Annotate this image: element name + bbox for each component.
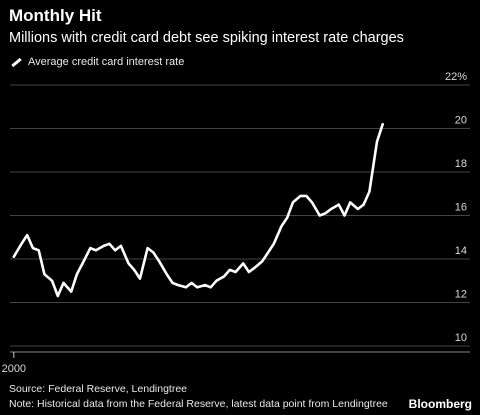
chart-subtitle: Millions with credit card debt see spiki…: [9, 30, 404, 46]
source-note: Source: Federal Reserve, Lendingtree: [9, 383, 188, 395]
y-tick-label: 12: [455, 289, 467, 301]
series-layer: [12, 122, 384, 298]
y-axis-ticks: 10 12 14 16 18 20 22%: [445, 71, 467, 344]
y-tick-label: 22%: [445, 71, 467, 83]
series-line-average-credit-card-interest-rate: [12, 122, 384, 298]
y-tick-label: 10: [455, 332, 467, 344]
grid-lines: [10, 84, 470, 347]
footnote: Note: Historical data from the Federal R…: [9, 398, 388, 410]
bloomberg-logo: Bloomberg: [408, 397, 472, 411]
legend: Average credit card interest rate: [10, 56, 184, 68]
y-tick-label: 14: [455, 245, 467, 257]
y-tick-label: 18: [455, 158, 467, 170]
chart-title: Monthly Hit: [9, 6, 102, 25]
x-tick-label: 2000: [2, 363, 26, 375]
y-tick-label: 20: [455, 115, 467, 127]
legend-label: Average credit card interest rate: [28, 56, 185, 68]
y-tick-label: 16: [455, 202, 467, 214]
x-axis: 2000: [2, 351, 470, 375]
